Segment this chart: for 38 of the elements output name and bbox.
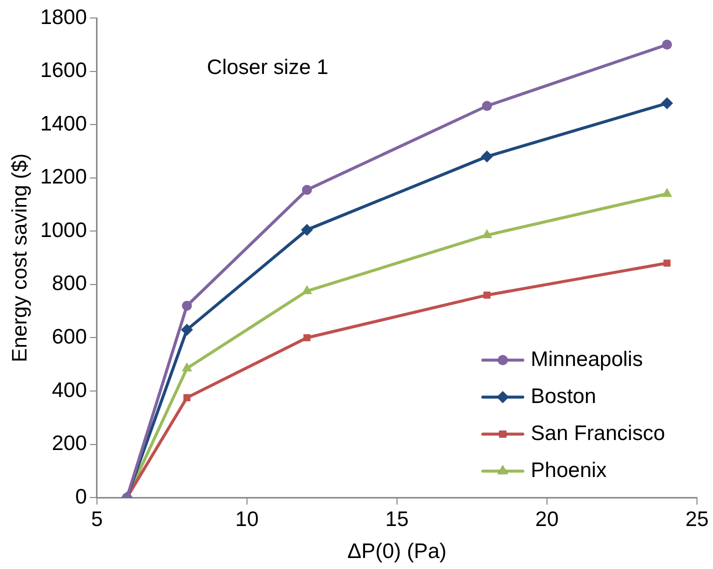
point (482, 229, 492, 238)
point (480, 150, 493, 163)
y-tick-label: 600 (52, 326, 87, 349)
point (302, 184, 312, 195)
point (662, 188, 672, 197)
point (660, 97, 673, 110)
legend-label: San Francisco (530, 422, 666, 445)
x-axis-title: ΔP(0) (Pa) (347, 540, 447, 564)
x-tick-label: 5 (91, 508, 103, 531)
legend-label: Minneapolis (530, 348, 643, 371)
point (183, 394, 190, 402)
y-tick-label: 400 (52, 378, 87, 402)
point (483, 292, 491, 299)
y-tick-label: 1800 (40, 6, 87, 29)
y-tick-label: 800 (52, 272, 87, 296)
y-tick-label: 1200 (40, 166, 87, 189)
point (662, 40, 672, 50)
x-tick-label: 20 (535, 508, 559, 531)
y-tick-label: 1400 (40, 112, 87, 136)
x-tick-label: 15 (385, 508, 409, 531)
x-tick-label: 10 (235, 508, 259, 531)
x-tick-label: 25 (685, 508, 709, 531)
y-tick-label: 200 (52, 432, 87, 456)
point (182, 300, 192, 311)
y-tick-label: 0 (75, 485, 87, 508)
point (180, 324, 193, 336)
point (303, 334, 310, 342)
point (663, 260, 671, 267)
annotation: Closer size 1 (206, 56, 328, 79)
point (300, 224, 313, 236)
point (182, 362, 192, 372)
y-tick-label: 1600 (40, 59, 87, 82)
point (482, 100, 492, 111)
legend-label: Phoenix (530, 458, 608, 482)
y-tick-label: 1000 (40, 218, 87, 242)
y-axis-title: Energy cost saving ($) (8, 153, 32, 362)
legend-label: Boston (530, 384, 596, 408)
point (302, 285, 312, 294)
